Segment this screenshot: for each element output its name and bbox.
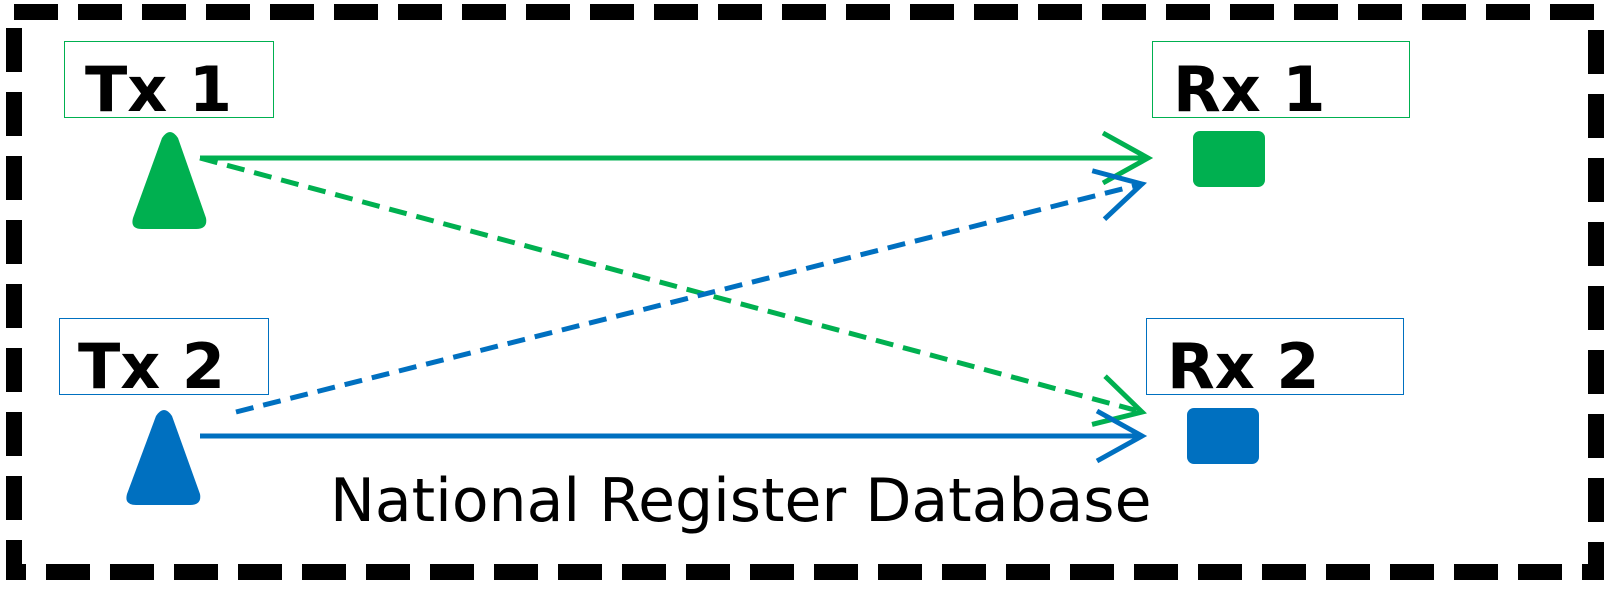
rx2-label: Rx 2 [1167, 330, 1320, 403]
rx2-square-icon [1187, 408, 1259, 464]
tx2-triangle-icon [126, 410, 201, 505]
link-tx2-rx1 [235, 168, 1147, 415]
tx1-label-box: Tx 1 [64, 41, 274, 126]
rx2-label-box: Rx 2 [1146, 318, 1404, 403]
database-label: National Register Database [330, 466, 1152, 536]
rx1-label: Rx 1 [1173, 53, 1326, 126]
rx1-label-box: Rx 1 [1152, 41, 1410, 126]
database-boundary [6, 4, 1604, 580]
rx1-square-icon [1193, 131, 1265, 187]
tx2-label-box: Tx 2 [59, 318, 269, 403]
tx1-label: Tx 1 [85, 53, 233, 126]
tx1-triangle-icon [132, 132, 207, 229]
link-tx1-rx2 [199, 155, 1147, 427]
tx2-label: Tx 2 [78, 330, 226, 403]
